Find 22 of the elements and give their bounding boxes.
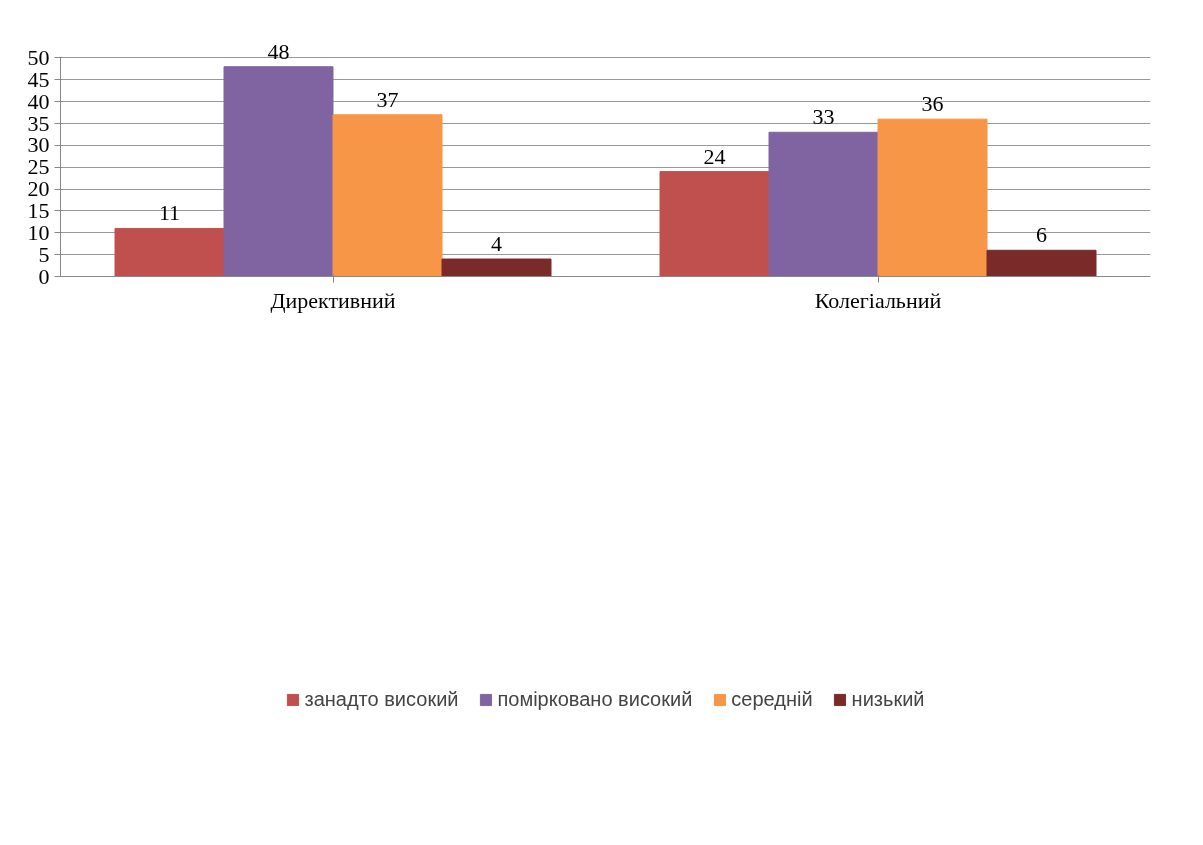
- bar: [768, 131, 879, 277]
- legend-label: помірковано високий: [497, 687, 693, 711]
- x-tick-label: Колегіальний: [814, 287, 942, 313]
- data-label: 48: [267, 38, 290, 64]
- data-label: 11: [158, 200, 181, 226]
- data-label: 33: [812, 104, 835, 130]
- bar: [659, 171, 770, 277]
- data-label: 37: [376, 86, 399, 112]
- bar: [877, 118, 988, 277]
- data-label: 24: [703, 143, 726, 169]
- bar: [332, 114, 443, 277]
- legend-label: низький: [851, 687, 925, 711]
- bar: [114, 227, 225, 277]
- bar: [986, 249, 1097, 277]
- data-label: 4: [491, 231, 502, 257]
- data-label: 6: [1036, 222, 1047, 248]
- legend-label: середній: [731, 687, 813, 711]
- bar: [223, 66, 334, 277]
- legend-label: занадто високий: [304, 687, 459, 711]
- bar: [441, 258, 552, 277]
- data-label: 36: [921, 91, 944, 117]
- x-tick-label: Директивний: [270, 287, 396, 313]
